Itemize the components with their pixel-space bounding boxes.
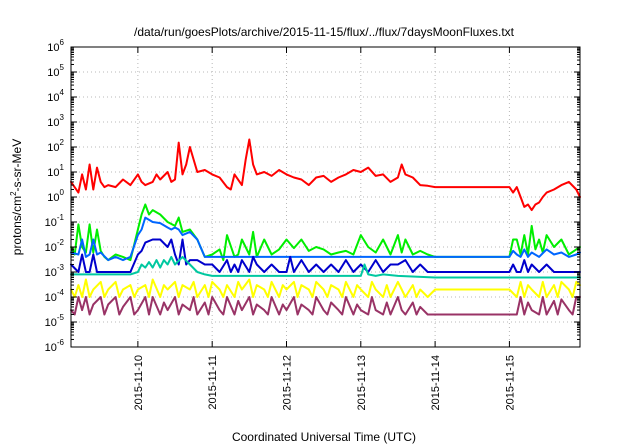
y-tick-label: 10-6 [45, 338, 65, 354]
y-tick-label: 10-1 [45, 213, 65, 229]
series-line [70, 138, 581, 212]
x-tick-label: 2015-11-12 [281, 355, 293, 410]
y-axis-label: protons/cm2-s-sr-MeV [9, 139, 24, 255]
y-tick-label: 105 [47, 63, 64, 79]
series-line [70, 203, 581, 262]
y-tick-label: 10-2 [45, 238, 65, 254]
axes: 10-6 10-5 10-4 10-3 10-2 10-1 100 101 102 103 104 1… [45, 38, 580, 410]
x-tick-label: 2015-11-13 [356, 355, 368, 410]
y-tick-label: 100 [47, 188, 64, 204]
x-tick-label: 2015-11-10 [133, 355, 145, 410]
y-tick-label: 106 [47, 38, 64, 54]
y-tick-label: 101 [47, 163, 64, 179]
y-tick-label: 104 [47, 88, 64, 104]
y-tick-label: 103 [47, 113, 64, 129]
grid [71, 47, 580, 347]
series-line [70, 278, 581, 298]
x-axis-label: Coordinated Universal Time (UTC) [232, 430, 416, 444]
x-tick-label: 2015-11-11 [207, 355, 219, 410]
series-line [70, 216, 581, 262]
y-tick-label: 102 [47, 138, 64, 154]
y-tick-label: 10-4 [45, 288, 65, 304]
plot-frame [70, 46, 581, 348]
series-line [70, 296, 581, 316]
series-line [70, 255, 581, 279]
x-tick-label: 2015-11-15 [504, 355, 516, 410]
y-tick-label: 10-5 [45, 313, 65, 329]
series-line [70, 238, 581, 273]
x-tick-label: 2015-11-14 [430, 355, 442, 410]
chart-title: /data/run/goesPlots/archive/2015-11-15/f… [134, 25, 515, 39]
y-tick-label: 10-3 [45, 263, 65, 279]
series-layer [70, 138, 581, 316]
